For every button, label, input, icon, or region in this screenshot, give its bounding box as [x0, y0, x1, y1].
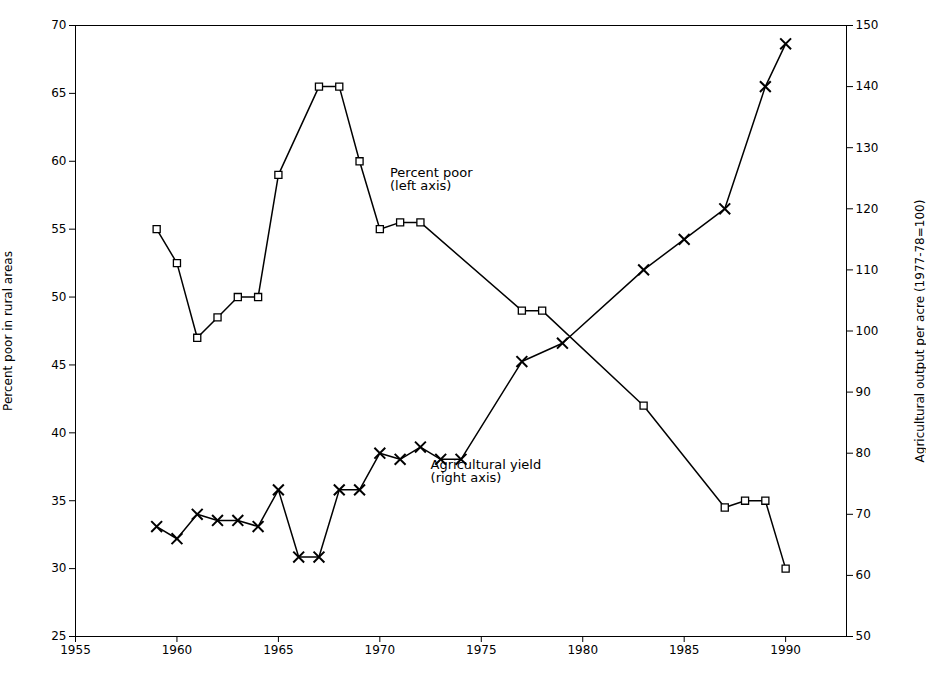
svg-text:Percent poor in rural areas: Percent poor in rural areas: [1, 251, 15, 411]
svg-text:1990: 1990: [770, 643, 801, 657]
svg-text:45: 45: [51, 358, 66, 372]
svg-text:140: 140: [856, 79, 879, 93]
svg-text:50: 50: [856, 629, 871, 643]
svg-text:1960: 1960: [162, 643, 193, 657]
svg-text:70: 70: [856, 507, 871, 521]
svg-text:65: 65: [51, 86, 66, 100]
svg-text:50: 50: [51, 290, 66, 304]
svg-text:150: 150: [856, 18, 879, 32]
svg-text:110: 110: [856, 263, 879, 277]
svg-text:120: 120: [856, 202, 879, 216]
svg-text:25: 25: [51, 629, 66, 643]
svg-text:40: 40: [51, 426, 66, 440]
svg-text:90: 90: [856, 385, 871, 399]
svg-text:100: 100: [856, 324, 879, 338]
svg-text:Agricultural yield(right axis): Agricultural yield(right axis): [431, 457, 542, 485]
svg-text:1980: 1980: [567, 643, 598, 657]
svg-text:Agricultural output per acre (: Agricultural output per acre (1977-78=10…: [913, 200, 926, 463]
svg-text:60: 60: [856, 568, 871, 582]
svg-text:70: 70: [51, 18, 66, 32]
svg-text:60: 60: [51, 154, 66, 168]
svg-text:1965: 1965: [263, 643, 294, 657]
svg-text:1975: 1975: [466, 643, 497, 657]
svg-text:1970: 1970: [365, 643, 396, 657]
svg-text:30: 30: [51, 561, 66, 575]
svg-text:1955: 1955: [60, 643, 91, 657]
svg-text:130: 130: [856, 141, 879, 155]
svg-text:Percent poor(left axis): Percent poor(left axis): [390, 165, 473, 193]
svg-text:55: 55: [51, 222, 66, 236]
svg-text:80: 80: [856, 446, 871, 460]
svg-text:35: 35: [51, 494, 66, 508]
svg-text:1985: 1985: [669, 643, 700, 657]
